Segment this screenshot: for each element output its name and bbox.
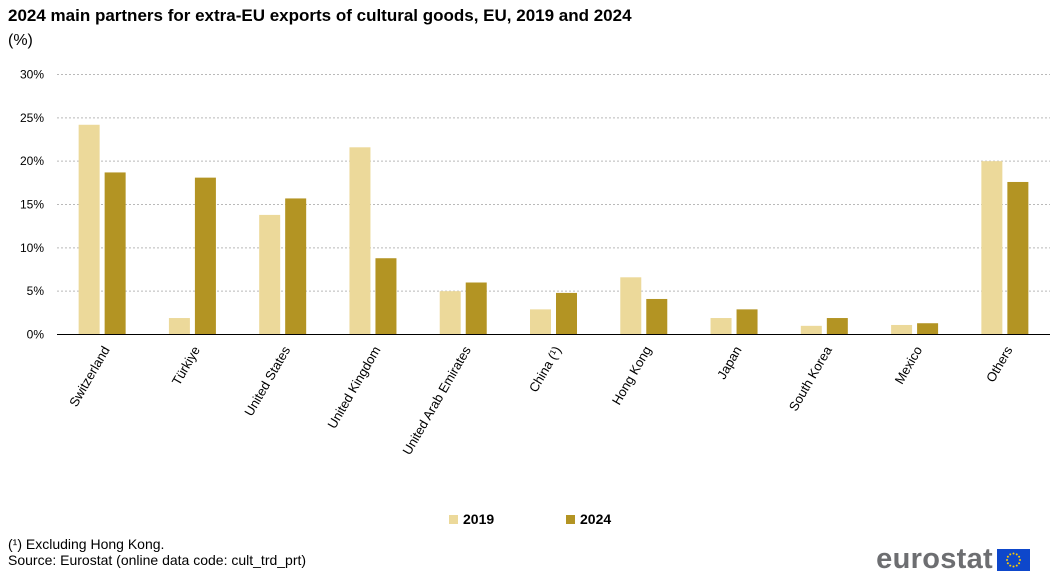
legend-item: 2019 — [449, 511, 494, 527]
legend: 2019 2024 — [0, 511, 1050, 531]
bar-2024 — [917, 323, 939, 335]
x-tick-label: Türkiye — [169, 344, 203, 388]
bar-2019 — [439, 291, 461, 335]
x-axis-labels: Switzerland Türkiye United States United Ki… — [66, 343, 1016, 458]
bar-2024 — [285, 198, 307, 335]
eurostat-logo: eurostat — [876, 545, 1030, 574]
y-tick-label: 15% — [20, 198, 44, 212]
x-tick-label: Others — [983, 343, 1016, 385]
x-tick-label: United States — [241, 343, 293, 419]
legend-label: 2024 — [580, 511, 612, 527]
legend-swatch — [566, 514, 575, 524]
bars — [78, 124, 1029, 335]
x-tick-label: United Arab Emirates — [399, 343, 474, 457]
bar-chart: 0% 5% 10% 15% 20% 25% 30% Switzerland Türkiye Un… — [20, 68, 1050, 458]
bar-2019 — [78, 124, 100, 335]
bar-2019 — [259, 214, 281, 335]
bar-2019 — [891, 324, 913, 335]
bar-2024 — [1007, 181, 1029, 335]
bar-2024 — [465, 282, 487, 335]
bar-2024 — [826, 318, 848, 335]
bar-2024 — [736, 309, 758, 335]
x-tick-label: China (¹) — [526, 344, 564, 395]
source-note: Source: Eurostat (online data code: cult… — [8, 552, 307, 568]
bar-2024 — [104, 172, 126, 335]
bar-2024 — [194, 177, 216, 335]
x-tick-label: Hong Kong — [609, 344, 655, 408]
bar-2019 — [710, 318, 732, 335]
y-tick-label: 30% — [20, 68, 44, 82]
bar-2019 — [168, 318, 190, 335]
chart-title: 2024 main partners for extra-EU exports … — [8, 6, 632, 25]
bar-2024 — [556, 292, 577, 335]
footnote: (¹) Excluding Hong Kong. — [8, 536, 165, 552]
x-tick-label: South Korea — [786, 343, 836, 414]
bar-2019 — [349, 147, 371, 335]
legend-swatch — [449, 514, 458, 524]
legend-item: 2024 — [566, 511, 611, 527]
eu-flag-icon — [997, 548, 1030, 571]
y-tick-label: 0% — [27, 328, 45, 342]
y-tick-label: 25% — [20, 111, 44, 125]
y-tick-label: 20% — [20, 154, 44, 168]
x-tick-label: United Kingdom — [324, 344, 383, 432]
y-axis-ticks: 0% 5% 10% 15% 20% 25% 30% — [20, 68, 44, 342]
bar-2019 — [620, 277, 642, 335]
bar-2019 — [981, 161, 1003, 335]
gridlines — [57, 74, 1050, 292]
bar-2019 — [530, 309, 551, 335]
x-tick-label: Mexico — [892, 344, 926, 387]
bar-2024 — [646, 298, 668, 335]
logo-text: eurostat — [876, 543, 993, 575]
y-tick-label: 10% — [20, 241, 44, 255]
unit-label: (%) — [8, 32, 33, 49]
x-tick-label: Switzerland — [66, 344, 113, 410]
y-tick-label: 5% — [27, 284, 45, 298]
bar-2019 — [800, 325, 822, 335]
bar-2024 — [375, 258, 397, 335]
x-tick-label: Japan — [714, 344, 745, 382]
legend-label: 2019 — [463, 511, 495, 527]
